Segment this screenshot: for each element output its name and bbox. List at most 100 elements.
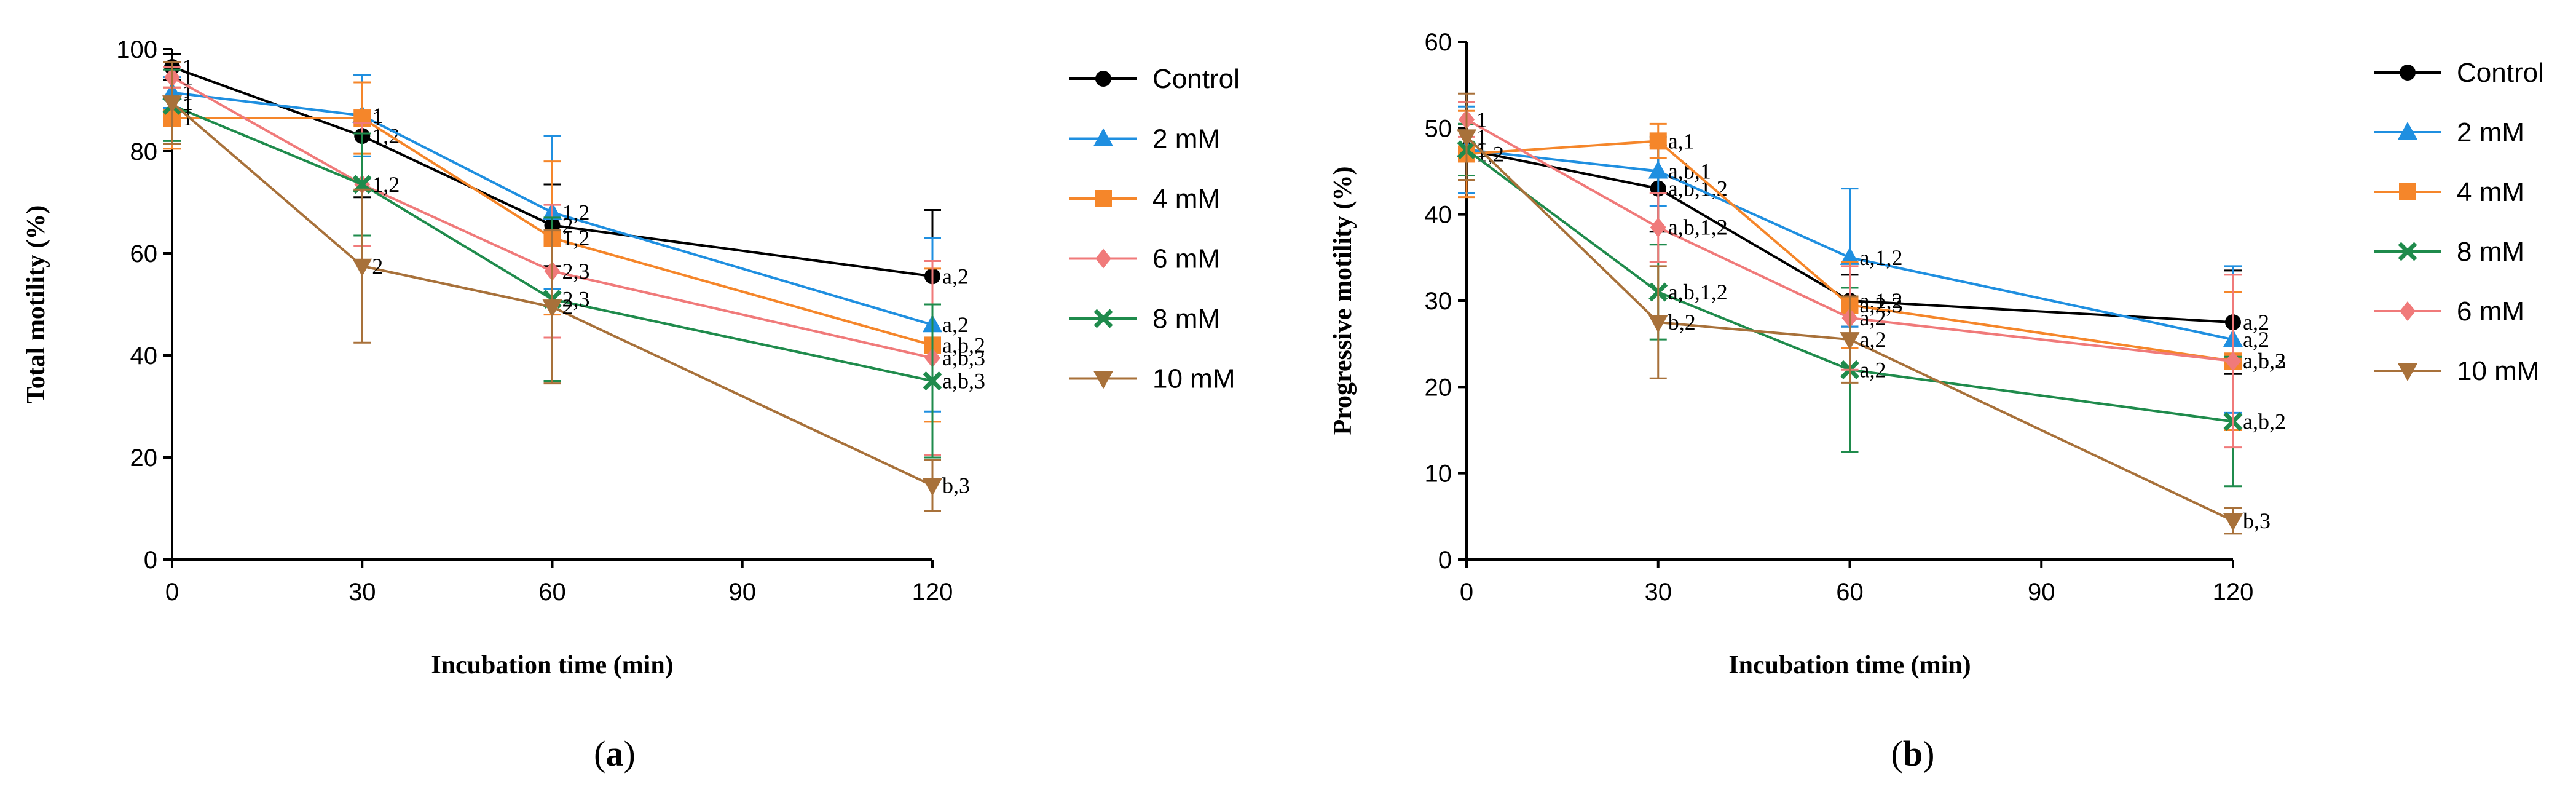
data-label: a,b,2 [942, 333, 985, 357]
legend-marker [2398, 363, 2417, 381]
series-control: 1 1,2 2 a,2 [163, 53, 969, 344]
legend-marker [1095, 71, 1111, 87]
data-label: a,2 [2243, 327, 2269, 352]
series-4-mm: 1 1 1,2 a,b,2 [163, 81, 985, 423]
data-label: 1,2 [372, 172, 400, 197]
y-tick-label: 20 [130, 445, 158, 472]
series-2-mm: 1a,b,1a,1,2a,2 [1457, 105, 2269, 414]
legend-marker [2398, 122, 2417, 140]
data-label: 2 [562, 295, 573, 319]
series-2-mm: 1 1 1,2 a,2 [162, 74, 969, 413]
data-label: 2,3 [562, 259, 590, 283]
y-tick-label: 60 [1425, 29, 1452, 56]
legend-marker [1093, 128, 1113, 146]
legend-label: Control [2457, 58, 2544, 88]
series-line [1465, 135, 2234, 522]
y-tick-label: 80 [130, 138, 158, 165]
chart-panel-a: 0 20 40 60 80 100 0 30 60 90 120 Incubation time (m… [22, 36, 1240, 774]
data-label: a,b,3 [942, 369, 985, 394]
data-point [542, 299, 562, 318]
legend-item-control: Control [1069, 64, 1240, 94]
data-label: a,2,3 [1860, 293, 1903, 317]
data-point [1648, 315, 1668, 333]
data-label: a,b,1,2 [1668, 215, 1728, 240]
legend-label: 10 mM [1152, 364, 1235, 394]
legend-marker [2398, 242, 2417, 261]
data-label: 1,2 [1476, 141, 1504, 166]
legend-label: Control [1152, 64, 1240, 94]
legend-marker [2400, 65, 2416, 81]
y-tick-label: 40 [130, 343, 158, 370]
data-label: b,2 [1668, 310, 1696, 335]
data-point [1649, 132, 1667, 150]
data-point [1650, 217, 1666, 237]
chart-panel-b: 0 10 20 30 40 50 60 0 30 60 90 120 Incubation time (… [1329, 29, 2544, 774]
data-point [2223, 513, 2243, 531]
y-tick-label: 50 [1425, 115, 1452, 142]
y-tick-label: 0 [1438, 547, 1452, 574]
legend-item-8-mm: 8 mM [1069, 304, 1220, 334]
legend: Control 2 mM 4 mM 8 mM 6 mM 10 mM [2374, 58, 2544, 386]
data-label: a,2 [942, 264, 969, 288]
series-line [1466, 118, 2234, 363]
legend-label: 6 mM [1152, 244, 1220, 274]
data-point [923, 478, 942, 496]
legend-item-2-mm: 2 mM [1069, 124, 1220, 154]
series-line [1466, 148, 2234, 341]
series-line [171, 91, 933, 327]
legend-label: 8 mM [1152, 304, 1220, 334]
y-tick-label: 60 [130, 240, 158, 267]
x-tick-label: 60 [1836, 579, 1864, 606]
data-label: 2 [372, 254, 383, 279]
y-axis-title: Total motility (%) [22, 205, 50, 404]
legend-item-6-mm: 6 mM [1069, 244, 1220, 274]
x-tick-label: 30 [1645, 579, 1672, 606]
legend-item-10-mm: 10 mM [1069, 364, 1235, 394]
data-label: a,2 [2243, 310, 2269, 335]
data-label: 1 [182, 90, 193, 115]
data-label: a,2 [1860, 357, 1886, 382]
data-label: 1 [372, 106, 383, 130]
x-tick-label: 90 [729, 579, 757, 606]
x-tick-label: 0 [1460, 579, 1473, 606]
series-line [171, 66, 933, 278]
data-label: a,1,2 [1860, 245, 1903, 270]
legend-label: 2 mM [1152, 124, 1220, 154]
y-tick-label: 0 [144, 547, 157, 574]
data-point [162, 95, 182, 114]
panel-label: (b) [1891, 734, 1935, 774]
x-tick-label: 120 [912, 579, 953, 606]
data-point [1648, 160, 1668, 179]
legend-label: 10 mM [2457, 356, 2539, 386]
x-tick-label: 0 [165, 579, 179, 606]
data-label: 1 [372, 103, 383, 128]
data-label: a,b,2 [2243, 349, 2286, 373]
x-tick-label: 120 [2213, 579, 2254, 606]
series-line [1466, 148, 2234, 324]
data-point [923, 371, 942, 390]
legend-item-4-mm: 4 mM [2374, 177, 2524, 207]
data-label: b,3 [2243, 509, 2271, 533]
x-axis-title: Incubation time (min) [1728, 651, 1971, 679]
y-tick-label: 30 [1425, 288, 1452, 315]
series-6-mm: 1a,b,1,2a,2a,b,2 [1458, 101, 2286, 449]
data-label: b,3 [942, 473, 970, 498]
legend-label: 4 mM [1152, 184, 1220, 214]
data-label: 1 [182, 65, 193, 90]
y-tick-label: 10 [1425, 461, 1452, 488]
data-point [1457, 129, 1476, 148]
data-label: a,1 [1668, 129, 1695, 153]
data-label: 1 [1476, 124, 1487, 149]
data-label: 2,3 [562, 287, 590, 312]
data-label: a,2 [1860, 306, 1886, 330]
x-tick-label: 30 [349, 579, 376, 606]
series-line [172, 117, 933, 347]
legend-label: 4 mM [2457, 177, 2524, 207]
legend-item-8-mm: 8 mM [2374, 237, 2524, 267]
legend: Control 2 mM 4 mM 6 mM 8 mM 10 mM [1069, 64, 1240, 394]
data-label: 1,2 [562, 200, 590, 225]
series-10-mm: 1 2 2 b,3 [162, 61, 970, 512]
data-point [1840, 247, 1860, 265]
legend-marker [1093, 309, 1113, 328]
data-label: a,2 [1860, 327, 1886, 352]
